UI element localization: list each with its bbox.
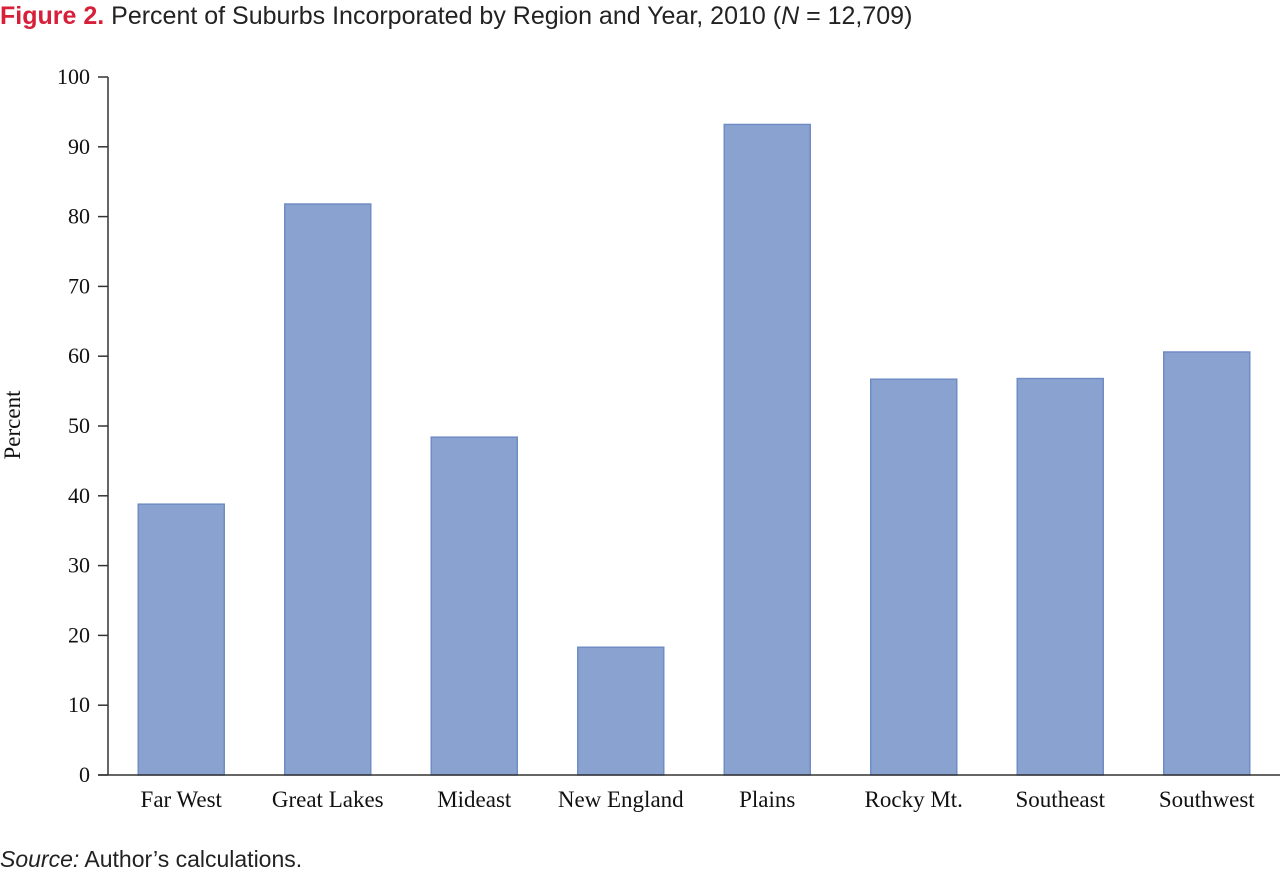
x-category-label: Plains bbox=[739, 787, 795, 812]
y-tick-label: 60 bbox=[68, 343, 90, 368]
source-note: Source: Author’s calculations. bbox=[0, 846, 302, 873]
x-category-label: Southwest bbox=[1159, 787, 1255, 812]
title-n-symbol: N bbox=[781, 2, 800, 30]
bar-rocky-mt bbox=[870, 378, 958, 776]
y-tick-label: 90 bbox=[68, 134, 90, 159]
x-category-label: New England bbox=[558, 787, 684, 812]
bar-new-england bbox=[577, 646, 665, 776]
bar-plains bbox=[723, 123, 811, 776]
source-label: Source: bbox=[0, 846, 80, 872]
title-n-value: = 12,709) bbox=[799, 2, 913, 30]
title-text: Percent of Suburbs Incorporated by Regio… bbox=[111, 2, 782, 30]
y-tick-label: 80 bbox=[68, 204, 90, 229]
x-category-label: Far West bbox=[141, 787, 223, 812]
x-category-label: Great Lakes bbox=[272, 787, 384, 812]
x-category-label: Mideast bbox=[437, 787, 512, 812]
y-tick-label: 20 bbox=[68, 622, 90, 647]
y-tick-label: 0 bbox=[79, 762, 90, 787]
figure-label: Figure 2. bbox=[0, 2, 105, 30]
y-tick-label: 40 bbox=[68, 483, 90, 508]
y-tick-label: 50 bbox=[68, 413, 90, 438]
x-axis: Far West Great Lakes Mideast New England Pla… bbox=[98, 774, 1280, 812]
bar-southwest bbox=[1163, 351, 1251, 776]
bar-southeast bbox=[1016, 377, 1104, 776]
bars bbox=[137, 123, 1251, 776]
y-tick-label: 30 bbox=[68, 553, 90, 578]
x-category-label: Rocky Mt. bbox=[865, 787, 963, 812]
y-axis: 0 10 20 30 40 50 60 70 80 90 100 bbox=[57, 64, 109, 787]
bar-far-west bbox=[137, 503, 225, 776]
y-tick-label: 70 bbox=[68, 273, 90, 298]
y-tick-label: 10 bbox=[68, 692, 90, 717]
bar-mideast bbox=[430, 436, 518, 776]
y-tick-label: 100 bbox=[57, 64, 90, 89]
source-text: Author’s calculations. bbox=[79, 846, 303, 872]
chart-title: Figure 2. Percent of Suburbs Incorporate… bbox=[0, 2, 912, 31]
bar-great-lakes bbox=[284, 203, 372, 776]
y-axis-label: Percent bbox=[0, 390, 25, 460]
bar-chart: 0 10 20 30 40 50 60 70 80 90 100 Far West Great Lak… bbox=[0, 64, 1280, 812]
x-category-label: Southeast bbox=[1016, 787, 1106, 812]
